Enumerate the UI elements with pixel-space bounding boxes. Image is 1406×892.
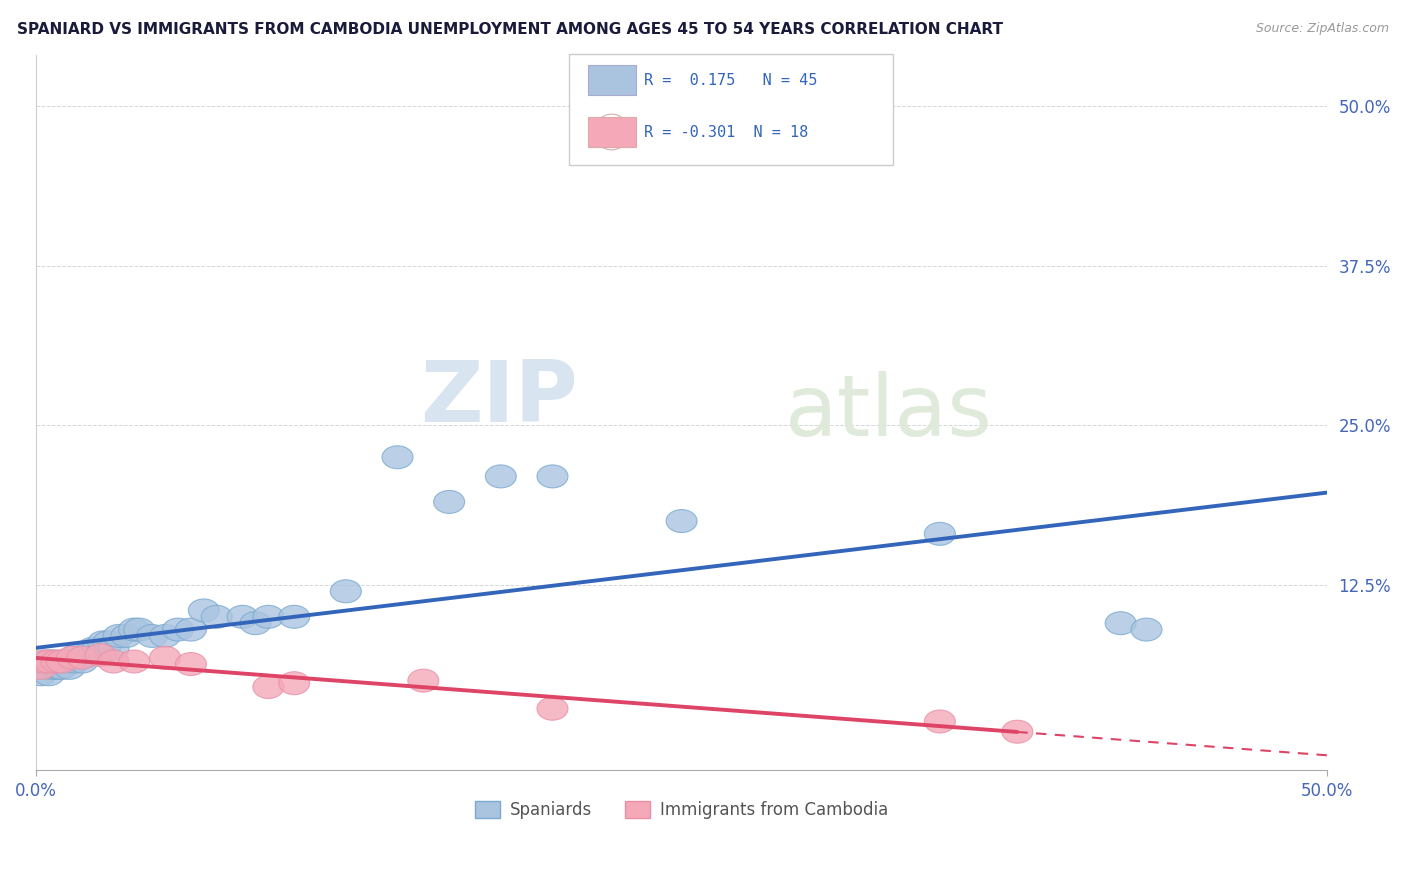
Legend: Spaniards, Immigrants from Cambodia: Spaniards, Immigrants from Cambodia xyxy=(468,795,896,826)
Ellipse shape xyxy=(537,465,568,488)
Ellipse shape xyxy=(924,710,955,733)
Ellipse shape xyxy=(382,446,413,468)
Ellipse shape xyxy=(278,672,309,695)
Ellipse shape xyxy=(103,624,134,648)
Ellipse shape xyxy=(201,606,232,628)
Ellipse shape xyxy=(136,624,167,648)
Ellipse shape xyxy=(1130,618,1161,641)
Ellipse shape xyxy=(93,631,124,654)
Ellipse shape xyxy=(253,606,284,628)
Ellipse shape xyxy=(67,646,98,669)
Ellipse shape xyxy=(83,637,114,660)
Ellipse shape xyxy=(149,646,180,669)
Ellipse shape xyxy=(77,637,108,660)
Ellipse shape xyxy=(44,657,75,680)
Text: R = -0.301  N = 18: R = -0.301 N = 18 xyxy=(644,125,808,139)
Ellipse shape xyxy=(924,523,955,545)
Ellipse shape xyxy=(537,698,568,720)
Ellipse shape xyxy=(176,618,207,641)
Ellipse shape xyxy=(149,624,180,648)
Ellipse shape xyxy=(124,618,155,641)
Ellipse shape xyxy=(98,650,129,673)
Ellipse shape xyxy=(38,650,69,673)
Text: Source: ZipAtlas.com: Source: ZipAtlas.com xyxy=(1256,22,1389,36)
Ellipse shape xyxy=(278,606,309,628)
Ellipse shape xyxy=(41,657,72,680)
Text: R =  0.175   N = 45: R = 0.175 N = 45 xyxy=(644,73,817,87)
Ellipse shape xyxy=(485,465,516,488)
Ellipse shape xyxy=(87,631,118,654)
Ellipse shape xyxy=(31,650,62,673)
Ellipse shape xyxy=(62,644,93,666)
Ellipse shape xyxy=(41,650,72,673)
Ellipse shape xyxy=(1105,612,1136,635)
Ellipse shape xyxy=(226,606,259,628)
Ellipse shape xyxy=(118,650,149,673)
Ellipse shape xyxy=(28,657,59,680)
Text: atlas: atlas xyxy=(785,371,993,454)
Ellipse shape xyxy=(67,650,98,673)
Ellipse shape xyxy=(666,509,697,533)
Ellipse shape xyxy=(408,669,439,692)
Ellipse shape xyxy=(28,650,59,673)
Ellipse shape xyxy=(56,646,87,669)
Ellipse shape xyxy=(253,675,284,698)
Ellipse shape xyxy=(118,618,149,641)
Text: SPANIARD VS IMMIGRANTS FROM CAMBODIA UNEMPLOYMENT AMONG AGES 45 TO 54 YEARS CORR: SPANIARD VS IMMIGRANTS FROM CAMBODIA UNE… xyxy=(17,22,1002,37)
Ellipse shape xyxy=(25,657,56,680)
Ellipse shape xyxy=(34,663,65,686)
Text: ZIP: ZIP xyxy=(420,357,578,440)
Ellipse shape xyxy=(433,491,464,514)
Ellipse shape xyxy=(72,644,103,666)
Ellipse shape xyxy=(37,657,67,680)
Ellipse shape xyxy=(25,663,56,686)
Ellipse shape xyxy=(98,637,129,660)
Ellipse shape xyxy=(49,650,80,673)
Ellipse shape xyxy=(59,650,90,673)
Ellipse shape xyxy=(330,580,361,603)
Ellipse shape xyxy=(53,657,84,680)
Ellipse shape xyxy=(1002,720,1033,743)
Ellipse shape xyxy=(111,624,142,648)
Ellipse shape xyxy=(46,650,77,673)
Ellipse shape xyxy=(46,657,77,680)
Ellipse shape xyxy=(188,599,219,622)
Ellipse shape xyxy=(34,650,65,673)
Ellipse shape xyxy=(37,650,67,673)
Ellipse shape xyxy=(176,653,207,675)
Ellipse shape xyxy=(52,650,83,673)
Ellipse shape xyxy=(240,612,271,635)
Ellipse shape xyxy=(163,618,194,641)
Ellipse shape xyxy=(84,644,117,666)
